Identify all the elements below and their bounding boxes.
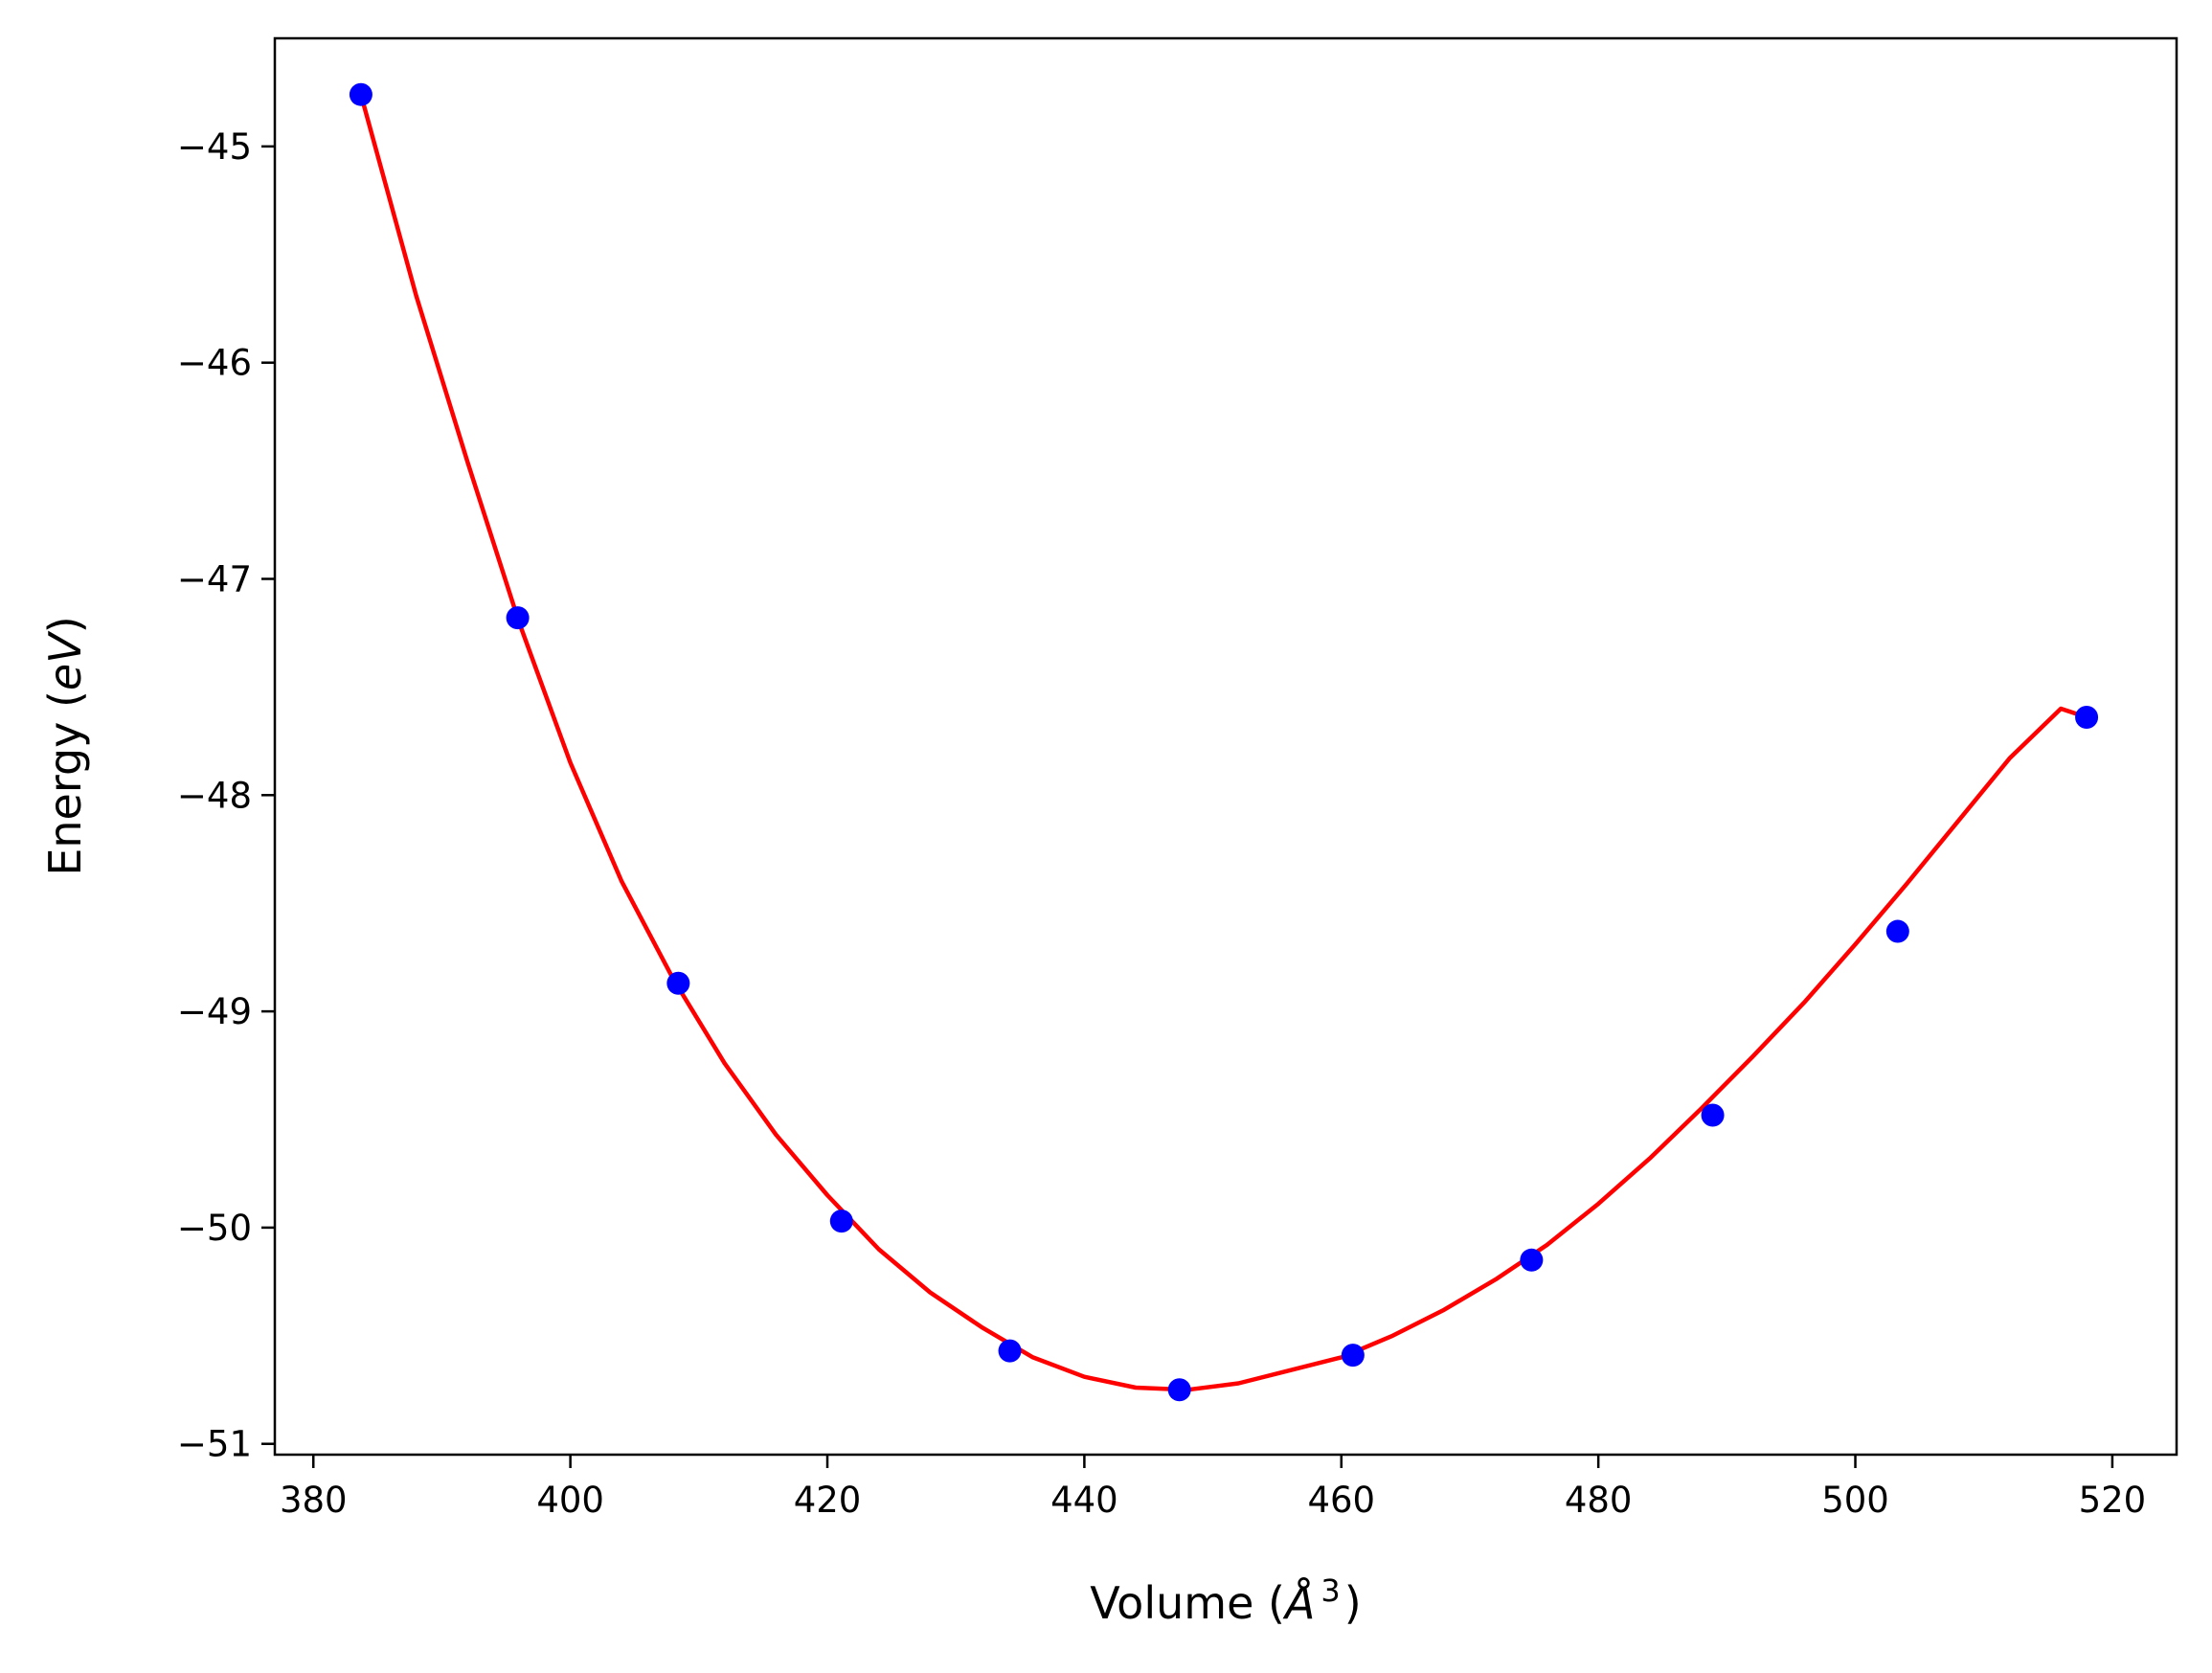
y-tick-label: −50 <box>177 1208 252 1249</box>
y-tick-label: −46 <box>177 343 252 384</box>
plot-frame <box>273 36 2178 1457</box>
y-tick-label: −47 <box>177 559 252 600</box>
fit-curve-line <box>358 92 2089 1392</box>
y-axis-label-unit: eV <box>39 630 91 690</box>
x-tick-label: 420 <box>794 1480 862 1521</box>
y-axis-label-main: Energy ( <box>39 690 91 876</box>
y-tick-label: −48 <box>177 775 252 816</box>
data-point <box>1701 1103 1725 1127</box>
y-tick-label: −51 <box>177 1424 252 1465</box>
x-axis-label-unit: Å <box>1282 1577 1315 1629</box>
x-axis-label-close: ) <box>1344 1577 1362 1629</box>
data-point <box>506 606 530 630</box>
data-point <box>1885 919 1909 943</box>
x-tick-label: 460 <box>1307 1480 1375 1521</box>
x-axis-label-main: Volume ( <box>1090 1577 1285 1629</box>
x-axis-label: Volume (Å 3) <box>1090 1572 1361 1629</box>
data-point <box>349 82 372 106</box>
data-point <box>2075 706 2099 730</box>
y-tick-label: −49 <box>177 991 252 1032</box>
x-tick-label: 440 <box>1050 1480 1118 1521</box>
x-axis-label-exponent: 3 <box>1320 1572 1340 1609</box>
data-point <box>829 1210 853 1233</box>
data-point <box>1520 1248 1544 1272</box>
data-points-layer <box>349 82 2099 1402</box>
x-tick-label: 400 <box>536 1480 604 1521</box>
x-tick-label: 380 <box>280 1480 348 1521</box>
y-axis-label-close: ) <box>39 616 91 633</box>
data-point <box>1167 1378 1191 1402</box>
x-axis-ticks: 380 400 420 440 460 480 500 520 <box>280 1455 2146 1521</box>
data-point <box>666 971 690 995</box>
x-tick-label: 520 <box>2079 1480 2147 1521</box>
y-axis-label: Energy (eV) <box>39 616 91 875</box>
data-point <box>998 1339 1022 1363</box>
y-tick-label: −45 <box>177 126 252 168</box>
fit-curve-layer <box>358 92 2089 1392</box>
x-tick-label: 500 <box>1821 1480 1889 1521</box>
data-point <box>1341 1344 1365 1368</box>
plot-area <box>275 38 2177 1455</box>
x-tick-label: 480 <box>1565 1480 1633 1521</box>
y-axis-ticks: −45 −46 −47 −48 −49 −50 −51 <box>177 126 275 1465</box>
